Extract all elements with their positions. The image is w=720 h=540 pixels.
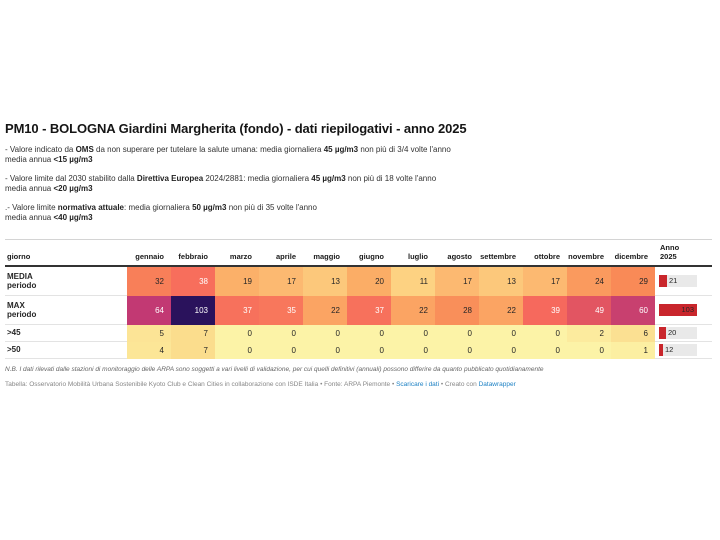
heat-cell-maggio: 22 — [303, 295, 347, 325]
heat-cell-gennaio: 64 — [127, 295, 171, 325]
row-label: >50 — [5, 341, 127, 359]
column-header-aprile: aprile — [259, 239, 303, 267]
heat-cell-novembre: 2 — [567, 324, 611, 342]
column-header-agosto: agosto — [435, 239, 479, 267]
table-footer: Tabella: Osservatorio Mobilità Urbana So… — [5, 381, 516, 388]
heat-cell-giugno: 37 — [347, 295, 391, 325]
heat-cell-febbraio: 38 — [171, 266, 215, 296]
heat-cell-ottobre: 0 — [523, 341, 567, 359]
anno-bar — [659, 344, 663, 356]
column-header-maggio: maggio — [303, 239, 347, 267]
page-title: PM10 - BOLOGNA Giardini Margherita (fond… — [5, 121, 467, 136]
heat-cell-agosto: 0 — [435, 341, 479, 359]
heat-cell-aprile: 0 — [259, 324, 303, 342]
heat-cell-luglio: 0 — [391, 341, 435, 359]
heat-cell-luglio: 22 — [391, 295, 435, 325]
heat-cell-giugno: 0 — [347, 341, 391, 359]
heat-cell-dicembre: 29 — [611, 266, 655, 296]
column-header-novembre: novembre — [567, 239, 611, 267]
table-row: >50 4 7 0 0 0 0 0 0 0 0 0 1 12 — [5, 341, 712, 359]
note-direttiva-europea: - Valore limite dal 2030 stabilito dalla… — [5, 174, 437, 193]
heat-cell-giugno: 0 — [347, 324, 391, 342]
heat-cell-febbraio: 7 — [171, 324, 215, 342]
heat-cell-gennaio: 32 — [127, 266, 171, 296]
anno-total-cell: 21 — [655, 266, 712, 296]
heat-cell-aprile: 0 — [259, 341, 303, 359]
anno-bar — [659, 304, 697, 316]
heat-cell-agosto: 0 — [435, 324, 479, 342]
column-header-marzo: marzo — [215, 239, 259, 267]
heat-cell-ottobre: 39 — [523, 295, 567, 325]
heat-cell-settembre: 22 — [479, 295, 523, 325]
row-label: >45 — [5, 324, 127, 342]
heat-cell-luglio: 11 — [391, 266, 435, 296]
table-row: MAX periodo 64 103 37 35 22 37 22 28 22 39 49 60 103 — [5, 295, 712, 325]
heat-cell-gennaio: 5 — [127, 324, 171, 342]
column-header-dicembre: dicembre — [611, 239, 655, 267]
heat-cell-agosto: 28 — [435, 295, 479, 325]
pm10-data-table: giorno gennaio febbraio marzo aprile maggio gi… — [5, 239, 712, 359]
row-label: MEDIA periodo — [5, 266, 127, 296]
note-oms: - Valore indicato da OMS da non superare… — [5, 145, 451, 164]
column-header-giugno: giugno — [347, 239, 391, 267]
table-row: MEDIA periodo 32 38 19 17 13 20 11 17 13 17 24 29 21 — [5, 266, 712, 296]
heat-cell-novembre: 49 — [567, 295, 611, 325]
anno-total-cell: 12 — [655, 341, 712, 359]
heat-cell-gennaio: 4 — [127, 341, 171, 359]
column-header-giorno: giorno — [5, 239, 127, 267]
column-header-anno-2025: Anno 2025 — [655, 239, 712, 267]
heat-cell-dicembre: 6 — [611, 324, 655, 342]
anno-bar — [659, 327, 666, 339]
heat-cell-marzo: 0 — [215, 341, 259, 359]
heat-cell-novembre: 0 — [567, 341, 611, 359]
heat-cell-maggio: 0 — [303, 341, 347, 359]
note-normativa-attuale: .- Valore limite normativa attuale: medi… — [5, 203, 317, 222]
heat-cell-novembre: 24 — [567, 266, 611, 296]
heat-cell-dicembre: 1 — [611, 341, 655, 359]
anno-bar — [659, 275, 667, 287]
footer-attribution: Tabella: Osservatorio Mobilità Urbana So… — [5, 381, 319, 388]
table-header-row: giorno gennaio febbraio marzo aprile maggio gi… — [5, 239, 712, 267]
column-header-ottobre: ottobre — [523, 239, 567, 267]
heat-cell-settembre: 0 — [479, 341, 523, 359]
column-header-gennaio: gennaio — [127, 239, 171, 267]
heat-cell-aprile: 35 — [259, 295, 303, 325]
heat-cell-maggio: 0 — [303, 324, 347, 342]
heat-cell-marzo: 19 — [215, 266, 259, 296]
heat-cell-febbraio: 7 — [171, 341, 215, 359]
download-data-link[interactable]: Scaricare i dati — [396, 381, 440, 388]
heat-cell-agosto: 17 — [435, 266, 479, 296]
footer-created-with: Creato con — [444, 381, 479, 388]
footer-source: Fonte: ARPA Piemonte — [324, 381, 391, 388]
heat-cell-giugno: 20 — [347, 266, 391, 296]
table-row: >45 5 7 0 0 0 0 0 0 0 0 2 6 20 — [5, 324, 712, 342]
heat-cell-ottobre: 17 — [523, 266, 567, 296]
anno-total-cell: 103 — [655, 295, 712, 325]
heat-cell-settembre: 13 — [479, 266, 523, 296]
chart-embed: PM10 - BOLOGNA Giardini Margherita (fond… — [5, 121, 712, 388]
heat-cell-luglio: 0 — [391, 324, 435, 342]
heat-cell-ottobre: 0 — [523, 324, 567, 342]
heat-cell-dicembre: 60 — [611, 295, 655, 325]
heat-cell-febbraio: 103 — [171, 295, 215, 325]
table-footnote: N.B. I dati rilevati dalle stazioni di m… — [5, 366, 544, 373]
heat-cell-aprile: 17 — [259, 266, 303, 296]
heat-cell-marzo: 0 — [215, 324, 259, 342]
column-header-febbraio: febbraio — [171, 239, 215, 267]
row-label: MAX periodo — [5, 295, 127, 325]
column-header-luglio: luglio — [391, 239, 435, 267]
heat-cell-settembre: 0 — [479, 324, 523, 342]
anno-total-cell: 20 — [655, 324, 712, 342]
column-header-settembre: settembre — [479, 239, 523, 267]
heat-cell-marzo: 37 — [215, 295, 259, 325]
datawrapper-link[interactable]: Datawrapper — [478, 381, 516, 388]
heat-cell-maggio: 13 — [303, 266, 347, 296]
